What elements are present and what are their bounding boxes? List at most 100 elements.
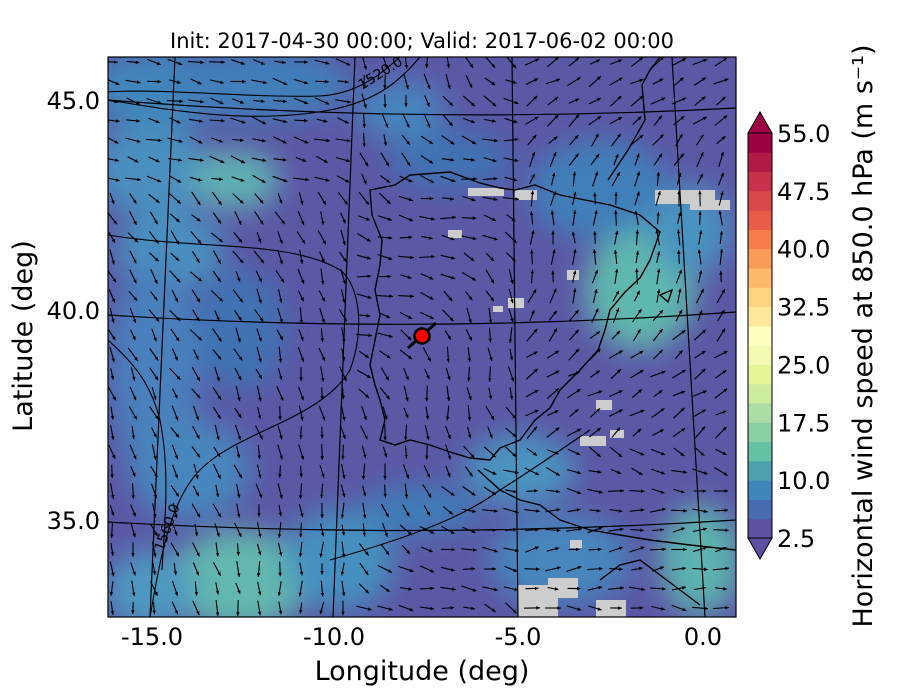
wind-vector-head [593,192,597,197]
wind-vector-head [534,78,539,82]
wind-vector-head [533,368,538,373]
wind-vector-head [304,60,308,64]
wind-vector-head [241,120,246,124]
wind-vector-head [303,118,308,123]
wind-vector-head [344,120,349,124]
wind-vector-head [472,588,477,592]
wind-vector-head [257,513,261,517]
colorbar-segment [748,190,772,211]
wind-vector-head [320,377,325,382]
wind-vector-head [598,390,603,394]
wind-vector-head [305,177,309,182]
wind-vector-head [554,57,559,61]
wind-vector-head [467,417,472,421]
wind-vector-head [448,297,453,301]
wind-vector-head [300,455,305,460]
wind-vector-head [662,547,666,552]
wind-vector-head [344,200,348,205]
wind-vector-head [596,508,601,513]
wind-vector-head [154,220,158,225]
wind-vector-head [133,415,137,420]
y-tick-label: 45.0 [47,87,100,115]
colorbar-frame [747,132,773,539]
wind-vector-head [257,611,262,616]
x-tick-label: -15.0 [121,623,183,651]
wind-vector-head [217,513,221,518]
wind-vector-head [179,99,183,104]
wind-vector-head [575,329,579,334]
wind-vector-head [556,528,561,533]
wind-vector-head [697,249,702,254]
wind-vector-head [451,587,456,591]
wind-vector-head [342,219,346,224]
wind-vector-head [510,299,514,304]
wind-vector-head [723,388,728,393]
wind-vector-head [343,317,347,322]
wind-vector-head [196,552,200,557]
wind-vector-head [115,81,120,85]
wind-vector-head [719,271,723,275]
wind-vector-head [425,415,430,420]
wind-vector-head [153,337,157,342]
x-tick-label: 0.0 [684,623,722,651]
wind-speed-field [108,57,736,617]
wind-vector-head [698,270,703,274]
wind-vectors [108,57,730,616]
wind-vector-head [156,61,161,65]
wind-vector-head [639,370,644,374]
wind-vector-head [467,377,471,382]
wind-vector-head [111,358,115,363]
wind-vector-head [617,96,622,100]
wind-vector-head [362,514,367,519]
wind-vector-head [221,119,225,123]
wind-vector-head [386,395,390,400]
wind-vector-head [196,258,200,263]
wind-vector-head [678,288,682,293]
wind-vector-head [219,100,224,105]
wind-vector-head [470,119,475,124]
wind-vector-head [319,494,324,499]
wind-vector-head [552,152,557,157]
wind-vector-head [258,375,263,379]
wind-vector-head [725,566,729,571]
wind-vector-head [724,489,729,493]
wind-vector-head [578,527,582,532]
wind-vector-head [364,354,369,358]
wind-vector-head [136,80,141,84]
map-frame [107,56,737,618]
wind-vector-head [405,397,409,402]
wind-vector-head [385,162,390,167]
wind-vector-head [341,338,346,343]
wind-vector-head [702,586,706,590]
wind-vector-head [174,394,178,399]
wind-vector-head [596,331,600,335]
wind-vector-head [534,546,539,550]
wind-vector-head [429,159,433,164]
wind-vector-head [598,566,603,571]
wind-vector-head [325,101,330,105]
wind-vector-head [533,351,538,355]
wind-vector-head [555,350,559,355]
wind-vector-head [196,611,200,615]
wind-vector-head [535,567,540,571]
colorbar-tick-label: 17.5 [777,409,830,437]
wind-vector-head [301,239,305,244]
wind-vector-head [110,511,115,516]
wind-vector-head [514,470,519,474]
wind-vector-head [445,416,450,421]
wind-vector-head [635,250,640,255]
wind-vector-head [472,236,477,241]
wind-vector-head [514,158,519,163]
wind-vector-head [215,493,220,497]
wind-vector-head [450,530,455,534]
wind-vector-head [576,451,581,455]
wind-vector-head [363,416,367,420]
wind-vector-head [341,611,345,616]
wind-vector-head [197,336,202,341]
wind-vector-head [110,474,114,479]
wind-vector-head [720,172,724,177]
wind-vector-head [388,334,393,338]
wind-vector-head [662,587,666,591]
wind-vector-head [320,571,324,575]
wind-vector-head [596,408,600,413]
